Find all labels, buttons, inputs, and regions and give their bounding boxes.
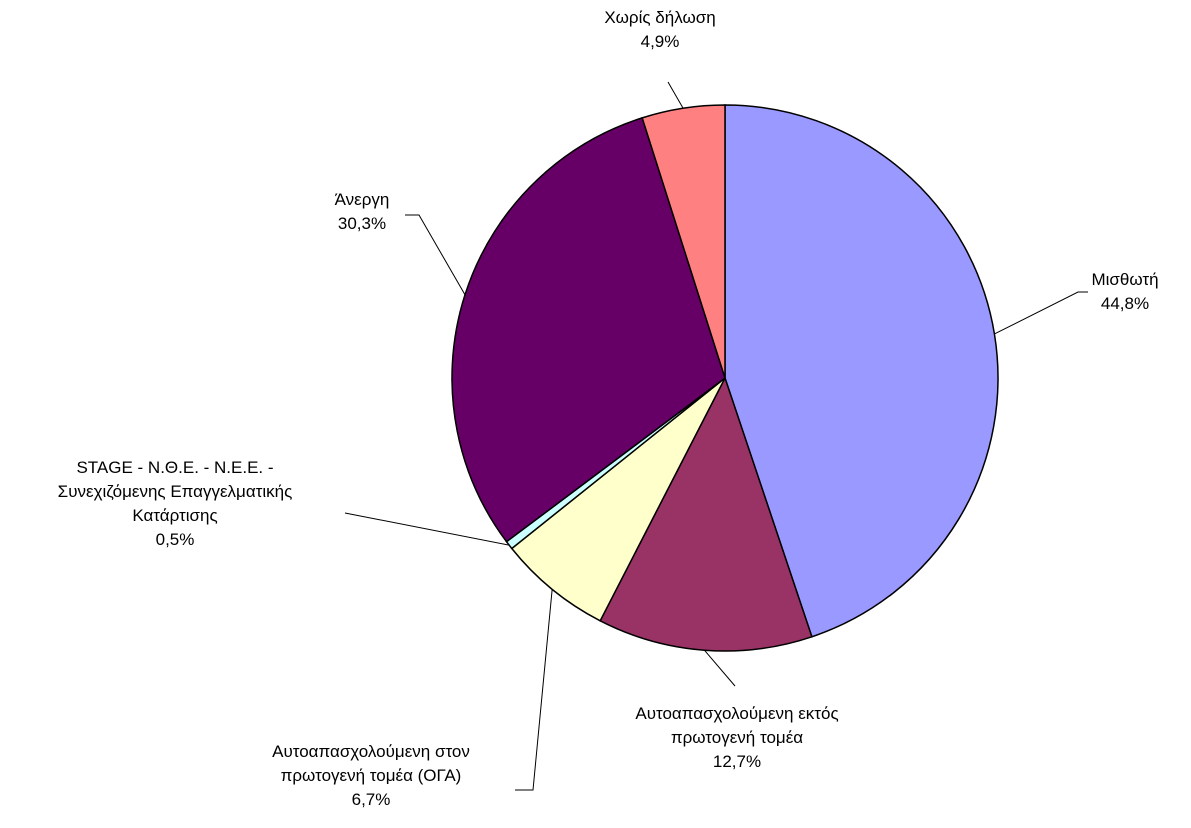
- leader-line: [515, 589, 553, 791]
- slice-label: Αυτοαπασχολούμενη στον πρωτογενή τομέα (…: [272, 740, 470, 812]
- slice-label: Αυτοαπασχολούμενη εκτός πρωτογενή τομέα 1…: [635, 702, 838, 774]
- value-label: 0,5%: [155, 530, 195, 549]
- value-label: 4,9%: [640, 32, 680, 51]
- slice-label: Χωρίς δήλωση 4,9%: [604, 6, 715, 54]
- category-label: Αυτοαπασχολούμενη στον πρωτογενή τομέα (…: [272, 742, 470, 785]
- category-label: STAGE - Ν.Θ.Ε. - Ν.Ε.Ε. - Συνεχιζόμενης …: [57, 458, 293, 525]
- value-label: 12,7%: [712, 752, 762, 771]
- leader-line: [994, 291, 1088, 335]
- value-label: 6,7%: [351, 790, 391, 809]
- slice-label: Άνεργη 30,3%: [335, 188, 390, 236]
- category-label: Άνεργη: [334, 190, 390, 209]
- pie-slice: [641, 104, 726, 379]
- leader-line: [344, 512, 510, 546]
- value-label: 30,3%: [337, 214, 387, 233]
- leader-line: [704, 649, 736, 687]
- leader-line: [405, 214, 466, 296]
- category-label: Αυτοαπασχολούμενη εκτός πρωτογενή τομέα: [635, 704, 839, 747]
- value-label: 44,8%: [1100, 294, 1150, 313]
- pie-slice: [510, 377, 726, 622]
- category-label: Χωρίς δήλωση: [604, 8, 716, 27]
- category-label: Μισθωτή: [1091, 270, 1159, 289]
- slice-label: STAGE - Ν.Θ.Ε. - Ν.Ε.Ε. - Συνεχιζόμενης …: [58, 456, 293, 552]
- slice-label: Μισθωτή 44,8%: [1091, 268, 1158, 316]
- leader-line: [667, 81, 684, 109]
